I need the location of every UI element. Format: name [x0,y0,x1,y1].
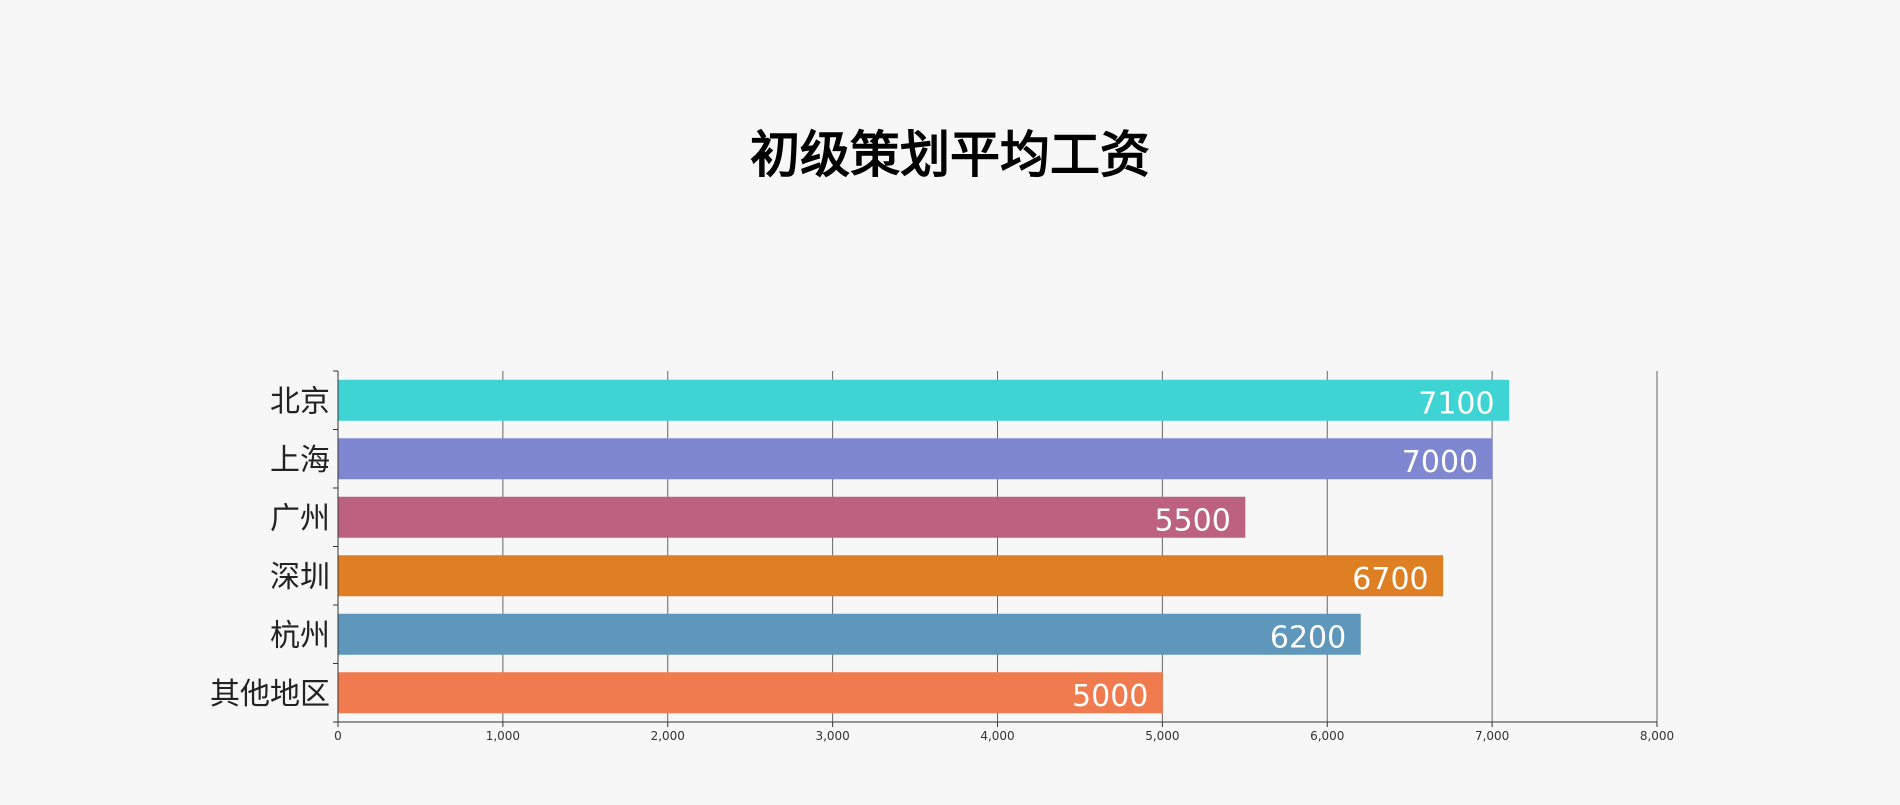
bar-上海 [338,438,1493,480]
x-tick-label: 0 [334,729,342,743]
category-label: 上海 [270,443,330,478]
category-label: 杭州 [270,618,330,653]
x-tick-label: 8,000 [1640,729,1674,743]
x-tick-label: 2,000 [651,729,685,743]
x-tick-label: 4,000 [980,729,1014,743]
value-label: 5500 [1154,503,1230,538]
category-label: 深圳 [270,560,330,595]
x-tick-label: 5,000 [1145,729,1179,743]
bar-杭州 [338,613,1361,655]
bar-广州 [338,496,1246,538]
bar-其他地区 [338,672,1163,714]
chart-title: 初级策划平均工资 [750,126,1150,184]
x-tick-label: 6,000 [1310,729,1344,743]
x-tick-label: 3,000 [815,729,849,743]
value-label: 5000 [1072,679,1148,714]
x-tick-label: 7,000 [1475,729,1509,743]
category-label: 北京 [270,384,330,419]
labels: 0 1,000 2,000 3,000 4,000 5,000 6,000 7,000 8,00… [210,384,1674,743]
bar-深圳 [338,555,1444,597]
x-tick-label: 1,000 [486,729,520,743]
bars [338,379,1510,714]
bar-北京 [338,379,1510,421]
value-label: 6200 [1270,620,1346,655]
category-label: 广州 [270,501,330,536]
value-label: 7000 [1402,445,1478,480]
value-label: 7100 [1418,386,1494,421]
category-label: 其他地区 [210,677,330,712]
axes [333,370,1658,727]
gridlines [502,371,1658,722]
value-label: 6700 [1352,562,1428,597]
